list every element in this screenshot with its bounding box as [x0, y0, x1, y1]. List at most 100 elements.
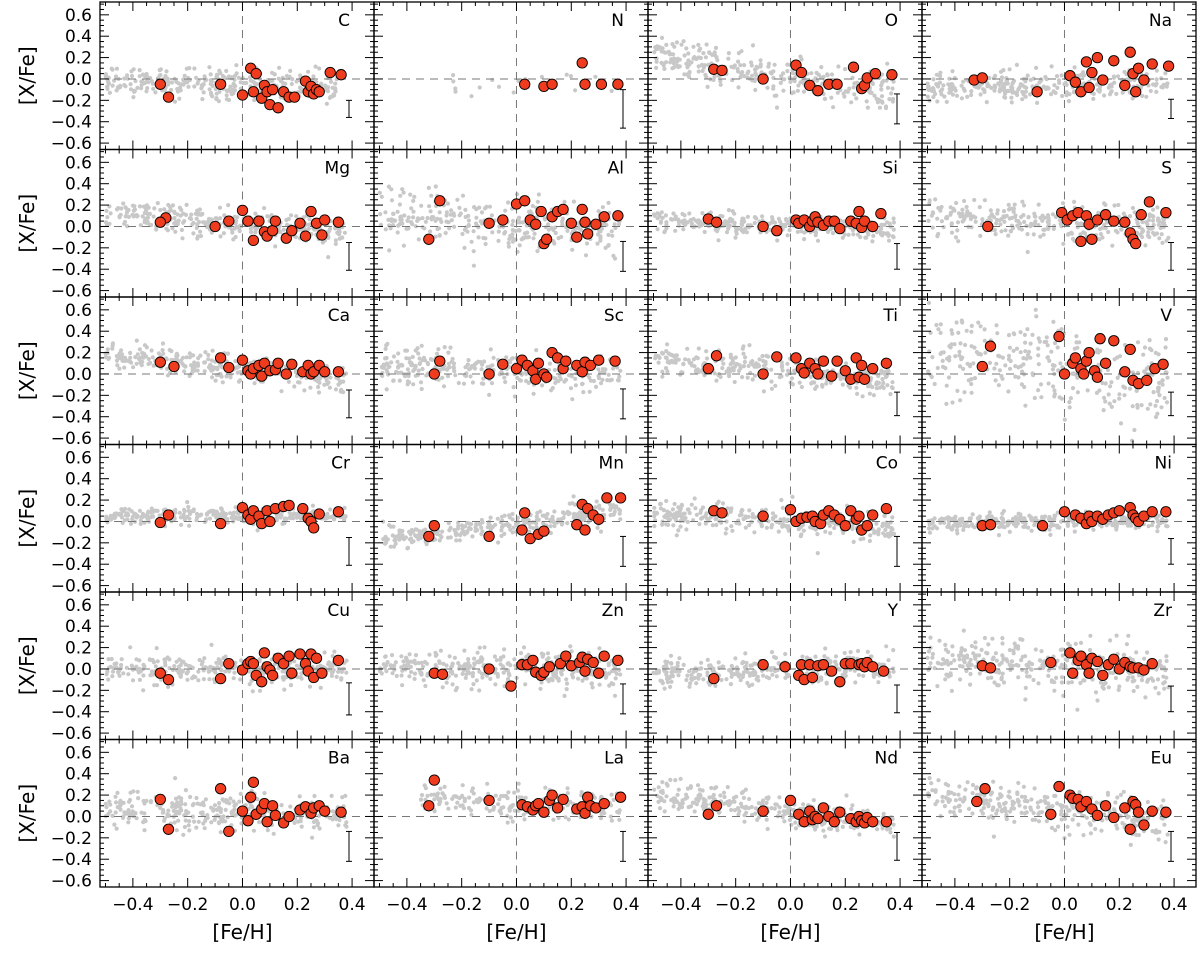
star-point — [497, 358, 509, 370]
background-point — [944, 99, 949, 104]
y-axis-title: [X/Fe] — [15, 194, 39, 253]
background-point — [177, 96, 182, 101]
background-point — [267, 214, 272, 219]
background-point — [395, 359, 400, 364]
background-point — [1101, 408, 1106, 413]
background-point — [587, 389, 592, 394]
background-point — [1025, 73, 1030, 78]
background-point — [187, 373, 192, 379]
y-tick-label: 0.6 — [65, 153, 92, 173]
background-point — [718, 79, 723, 84]
background-point — [189, 212, 194, 217]
background-point — [436, 377, 441, 382]
background-point — [399, 214, 404, 219]
background-point — [874, 382, 879, 387]
background-point — [988, 208, 993, 213]
background-point — [735, 66, 740, 72]
background-point — [795, 88, 801, 93]
background-point — [1036, 346, 1041, 351]
background-point — [999, 229, 1004, 234]
background-point — [571, 199, 577, 204]
background-point — [1155, 205, 1160, 210]
star-point — [223, 215, 235, 227]
star-point — [582, 228, 594, 240]
background-point — [662, 230, 667, 235]
background-point — [610, 233, 615, 238]
y-tick-label: 0.4 — [65, 175, 92, 195]
background-point — [1002, 82, 1007, 87]
background-point — [231, 237, 236, 242]
background-point — [1103, 381, 1108, 386]
background-point — [416, 237, 421, 242]
background-point — [409, 361, 415, 367]
background-point — [1025, 352, 1031, 358]
background-point — [460, 231, 465, 237]
background-point — [815, 78, 820, 83]
background-point — [398, 370, 403, 375]
background-point — [962, 390, 967, 395]
background-point — [712, 50, 717, 55]
background-point — [956, 330, 961, 335]
y-tick-label: −0.2 — [51, 239, 92, 259]
background-point — [207, 87, 212, 92]
background-point — [808, 374, 813, 379]
background-point — [564, 72, 569, 77]
background-point — [392, 218, 397, 223]
panel-n: N — [373, 1, 649, 151]
panel-mg: Mg−0.6−0.4−0.20.00.20.40.6[X/Fe] — [15, 148, 375, 302]
background-point — [773, 383, 778, 388]
background-point — [935, 216, 940, 221]
star-point — [1078, 368, 1090, 380]
background-point — [1154, 231, 1160, 236]
background-point — [560, 219, 565, 224]
background-point — [1138, 232, 1143, 237]
background-point — [682, 72, 687, 77]
background-point — [738, 226, 744, 231]
background-point — [435, 226, 440, 232]
star-point — [1091, 214, 1104, 226]
background-point — [981, 87, 986, 92]
background-point — [214, 72, 219, 77]
background-point — [987, 76, 992, 81]
background-point — [1040, 218, 1045, 223]
background-point — [994, 221, 999, 226]
background-point — [1038, 382, 1044, 387]
background-point — [182, 369, 187, 374]
background-point — [1008, 229, 1014, 234]
background-point — [971, 361, 976, 366]
background-point — [1025, 249, 1030, 255]
background-point — [1111, 74, 1116, 79]
background-point — [1044, 77, 1049, 82]
background-point — [1139, 403, 1144, 408]
background-point — [998, 77, 1004, 82]
background-point — [707, 50, 712, 56]
background-point — [187, 351, 192, 356]
background-point — [1035, 100, 1040, 105]
background-point — [1059, 396, 1064, 401]
background-point — [322, 382, 327, 387]
background-point — [402, 213, 407, 218]
background-point — [1006, 389, 1011, 394]
background-point — [1160, 382, 1165, 387]
background-point — [1022, 332, 1027, 337]
background-point — [676, 220, 682, 225]
background-point — [1141, 228, 1146, 234]
background-point — [515, 192, 520, 197]
background-point — [131, 95, 136, 100]
background-point — [408, 192, 413, 197]
background-point — [342, 230, 347, 235]
background-point — [930, 225, 935, 230]
background-point — [660, 215, 665, 220]
background-point — [1020, 97, 1025, 102]
background-point — [420, 366, 425, 372]
background-point — [446, 350, 451, 355]
background-point — [1012, 332, 1017, 337]
star-point — [847, 61, 860, 73]
background-point — [696, 69, 701, 74]
background-point — [463, 365, 468, 370]
background-point — [510, 235, 515, 240]
background-point — [112, 78, 117, 83]
background-point — [731, 368, 736, 373]
background-point — [1148, 88, 1153, 94]
background-point — [233, 359, 238, 364]
